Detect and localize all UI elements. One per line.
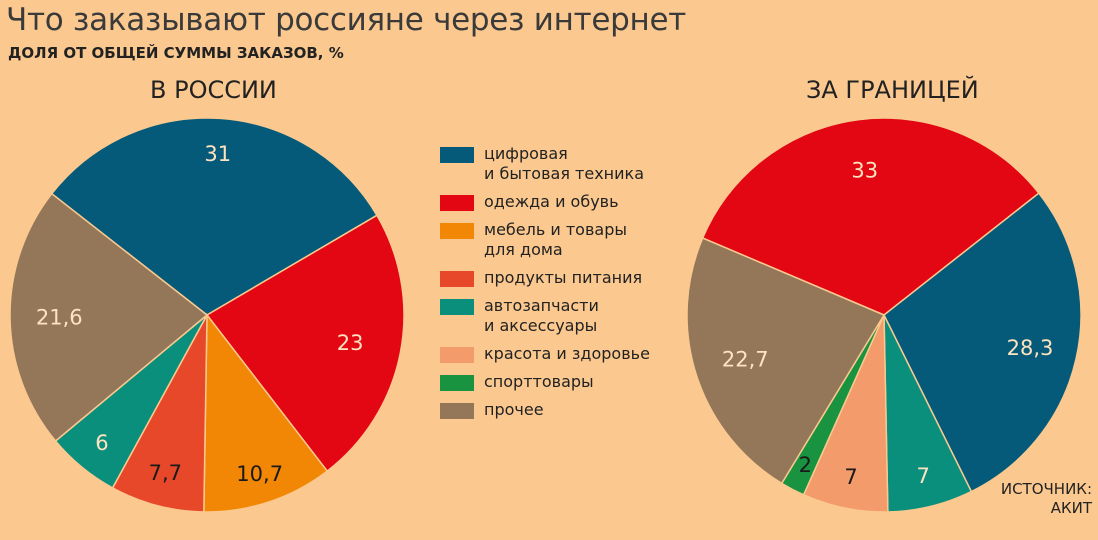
legend-label: красота и здоровье <box>484 344 650 363</box>
source-note: ИСТОЧНИК: АКИТ <box>1001 480 1092 518</box>
legend-item: автозапчасти и аксессуары <box>440 296 690 336</box>
pie-slice <box>701 117 1040 316</box>
chart-title-main: Что заказывают россияне через интернет <box>6 2 686 38</box>
legend-label: продукты питания <box>484 268 643 287</box>
pie-chart-abroad: 33 28,3 7 7 2 22,7 <box>686 117 1082 513</box>
legend-label: одежда и обувь <box>484 192 619 211</box>
legend: цифровая и бытовая техника одежда и обувь… <box>440 144 690 428</box>
legend-swatch <box>440 195 474 211</box>
legend-item: цифровая и бытовая техника <box>440 144 690 184</box>
pie-title-russia: В РОССИИ <box>150 76 277 104</box>
legend-item: продукты питания <box>440 268 690 288</box>
legend-swatch <box>440 147 474 163</box>
legend-swatch <box>440 271 474 287</box>
legend-label: автозапчасти и аксессуары <box>484 296 599 335</box>
legend-item: спорттовары <box>440 372 690 392</box>
pie-slice-label: 21,6 <box>36 305 83 329</box>
pie-slice <box>686 237 886 485</box>
pie-slice-label: 31 <box>204 142 231 166</box>
chart-subtitle: ДОЛЯ ОТ ОБЩЕЙ СУММЫ ЗАКАЗОВ, % <box>8 44 344 62</box>
pie-slice-label: 2 <box>799 453 812 477</box>
pie-slice <box>111 314 208 513</box>
legend-label: мебель и товары для дома <box>484 220 627 259</box>
pie-slice <box>203 312 329 513</box>
legend-swatch <box>440 375 474 391</box>
pie-slice <box>883 192 1082 493</box>
pie-slice-label: 10,7 <box>236 462 283 486</box>
legend-swatch <box>440 347 474 363</box>
pie-slice-label: 22,7 <box>722 348 769 372</box>
legend-item: прочее <box>440 400 690 420</box>
pie-slice-label: 23 <box>337 331 364 355</box>
legend-item: красота и здоровье <box>440 344 690 364</box>
pie-slice <box>9 192 209 443</box>
legend-label: прочее <box>484 400 544 419</box>
pie-slice-label: 7 <box>844 465 857 489</box>
pie-slice-label: 6 <box>95 431 108 455</box>
pie-slice-label: 7,7 <box>149 461 182 485</box>
pie-title-abroad: ЗА ГРАНИЦЕЙ <box>806 76 979 104</box>
legend-label: цифровая и бытовая техника <box>484 144 644 183</box>
pie-slice-label: 7 <box>917 464 930 488</box>
pie-slice <box>50 117 378 316</box>
legend-label: спорттовары <box>484 372 594 391</box>
legend-item: мебель и товары для дома <box>440 220 690 260</box>
legend-swatch <box>440 223 474 239</box>
pie-chart-russia: 31 23 10,7 7,7 6 21,6 <box>9 117 405 513</box>
legend-swatch <box>440 403 474 419</box>
legend-item: одежда и обувь <box>440 192 690 212</box>
pie-slice-label: 33 <box>851 159 878 183</box>
legend-swatch <box>440 299 474 315</box>
source-name: АКИТ <box>1050 499 1092 517</box>
pie-slice <box>205 214 405 473</box>
source-label: ИСТОЧНИК: <box>1000 480 1092 498</box>
pie-slice-label: 28,3 <box>1007 336 1054 360</box>
